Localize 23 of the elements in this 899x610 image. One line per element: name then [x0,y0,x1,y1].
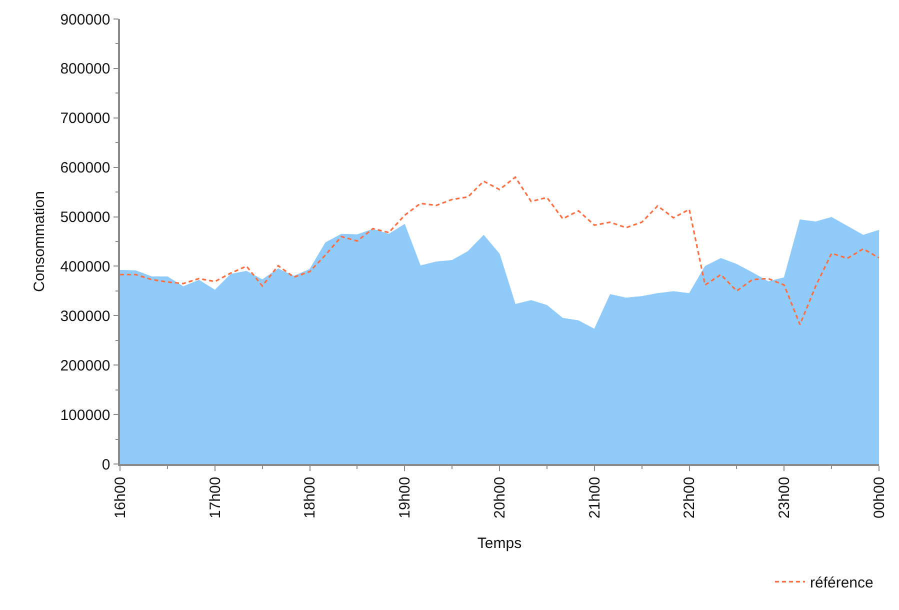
y-tick-label: 700000 [60,110,110,128]
x-tick-label: 23h00 [776,476,794,518]
y-tick-label: 100000 [60,406,110,424]
y-tick-label: 600000 [60,160,110,177]
x-tick-label: 17h00 [206,476,224,518]
x-tick-label: 00h00 [870,476,888,518]
y-tick-label: 900000 [60,11,110,28]
x-tick-label: 21h00 [586,476,604,518]
x-tick-label: 22h00 [681,476,698,518]
y-tick-label: 500000 [60,209,110,226]
x-tick-label: 19h00 [396,476,414,518]
x-tick-label: 18h00 [302,476,319,518]
x-tick-label: 16h00 [112,476,129,518]
y-tick-label: 0 [102,456,110,474]
y-axis-title: Consommation [30,191,48,292]
x-axis-title: Temps [477,534,522,552]
y-tick-label: 400000 [60,258,110,276]
y-tick-label: 300000 [60,308,110,325]
y-tick-label: 800000 [60,60,110,78]
line-series [120,176,879,326]
legend-label: référence [810,574,874,592]
x-tick-label: 20h00 [491,476,508,518]
y-tick-label: 200000 [60,357,110,374]
